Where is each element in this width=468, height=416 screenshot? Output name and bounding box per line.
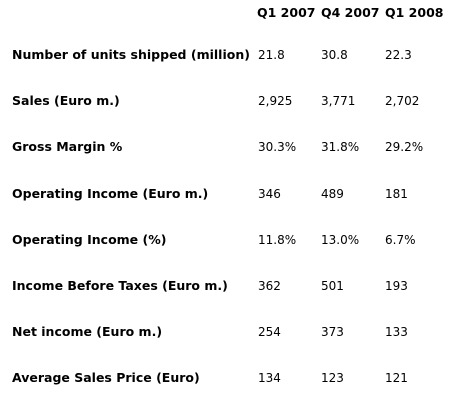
table-cell: 2,702 (385, 94, 420, 109)
table-cell: 133 (385, 325, 408, 340)
table-row: Operating Income (Euro m.) 346 489 181 (0, 185, 468, 231)
table-cell: 254 (258, 325, 281, 340)
table-cell: 373 (321, 325, 344, 340)
table-cell: 489 (321, 186, 344, 201)
row-label: Operating Income (Euro m.) (12, 185, 209, 201)
table-cell: 22.3 (385, 48, 412, 62)
table-cell: 121 (385, 371, 408, 386)
table-cell: 134 (258, 371, 281, 386)
table-cell: 30.8 (321, 48, 348, 62)
table-cell: 346 (258, 186, 281, 201)
table-cell: 21.8 (258, 48, 285, 62)
row-label: Operating Income (%) (12, 231, 167, 247)
table-row: Average Sales Price (Euro) 134 123 121 (0, 369, 468, 415)
table-row: Operating Income (%) 11.8% 13.0% 6.7% (0, 231, 468, 277)
column-header: Q1 2007 (257, 5, 316, 20)
table-cell: 13.0% (321, 232, 360, 247)
row-label: Income Before Taxes (Euro m.) (12, 277, 228, 293)
table-cell: 31.8% (321, 140, 360, 155)
table-cell: 123 (321, 371, 344, 386)
table-cell: 501 (321, 278, 344, 293)
table-cell: 193 (385, 278, 408, 293)
table-cell: 2,925 (258, 94, 293, 109)
table-cell: 30.3% (258, 140, 297, 155)
table-cell: 6.7% (385, 232, 416, 247)
row-label: Sales (Euro m.) (12, 93, 120, 109)
table-row: Gross Margin % 30.3% 31.8% 29.2% (0, 138, 468, 184)
table-row: Net income (Euro m.) 254 373 133 (0, 323, 468, 369)
table-cell: 362 (258, 278, 281, 293)
table-cell: 29.2% (385, 140, 424, 155)
table-row: Sales (Euro m.) 2,925 3,771 2,702 (0, 92, 468, 138)
table-header-row: Q1 2007 Q4 2007 Q1 2008 (0, 4, 468, 22)
row-label: Gross Margin % (12, 139, 123, 155)
row-label: Average Sales Price (Euro) (12, 370, 200, 386)
column-header: Q1 2008 (385, 5, 444, 20)
table-body: Number of units shipped (million) 21.8 3… (0, 46, 468, 416)
financial-table: Q1 2007 Q4 2007 Q1 2008 Number of units … (0, 4, 468, 385)
table-row: Income Before Taxes (Euro m.) 362 501 19… (0, 277, 468, 323)
table-row: Number of units shipped (million) 21.8 3… (0, 46, 468, 92)
table-cell: 11.8% (258, 232, 297, 247)
row-label: Number of units shipped (million) (12, 47, 250, 62)
column-header: Q4 2007 (321, 5, 380, 20)
table-cell: 181 (385, 186, 408, 201)
table-cell: 3,771 (321, 94, 356, 109)
row-label: Net income (Euro m.) (12, 324, 163, 340)
